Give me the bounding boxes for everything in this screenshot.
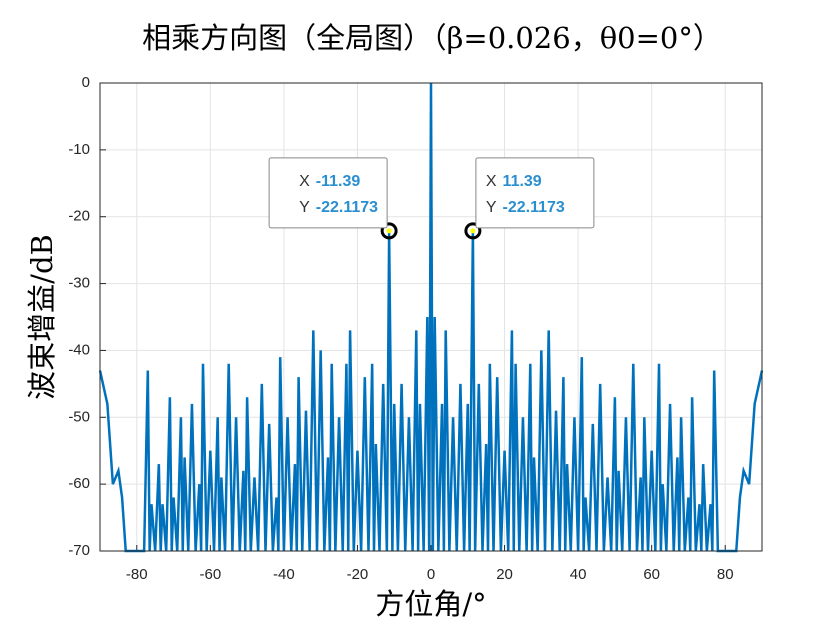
x-axis-label: 方位角/° xyxy=(375,587,486,621)
data-tip-label: Y xyxy=(486,199,497,216)
data-tip-text: X -11.39 xyxy=(299,173,360,190)
chart-title: 相乘方向图（全局图）（β=0.026，θ0=0°） xyxy=(142,21,722,55)
y-tick-label: -40 xyxy=(68,341,90,358)
y-tick-label: -60 xyxy=(68,475,90,492)
x-tick-label: -80 xyxy=(126,566,148,583)
data-tip-label: Y xyxy=(299,199,310,216)
data-tip-text: X 11.39 xyxy=(486,173,542,190)
axes-box xyxy=(99,82,763,552)
x-tick-label: 20 xyxy=(496,566,513,583)
x-tick-label: 60 xyxy=(643,566,660,583)
data-tip-value: -22.1173 xyxy=(316,199,378,216)
data-tip-box xyxy=(475,157,595,229)
x-tick-label: -60 xyxy=(199,566,221,583)
x-tick-label: -40 xyxy=(273,566,295,583)
data-tip-dot xyxy=(470,228,476,234)
y-tick-label: -50 xyxy=(68,408,90,425)
y-tick-label: -30 xyxy=(68,275,90,292)
data-tip-box xyxy=(268,157,388,229)
data-tip-value: 11.39 xyxy=(503,173,542,190)
data-tip-value: -22.1173 xyxy=(503,199,565,216)
data-tip-label: X xyxy=(486,173,497,190)
x-tick-label: -20 xyxy=(347,566,369,583)
y-tick-label: 0 xyxy=(82,74,90,91)
y-axis-label: 波束增益/dB xyxy=(25,234,59,400)
x-tick-label: 80 xyxy=(717,566,734,583)
data-tip-marker xyxy=(464,222,482,240)
data-tip-text: Y -22.1173 xyxy=(486,199,565,216)
data-tip-value: -11.39 xyxy=(316,173,361,190)
data-tip-text: Y -22.1173 xyxy=(299,199,378,216)
x-tick-label: 40 xyxy=(570,566,587,583)
data-tip-marker xyxy=(380,222,398,240)
y-tick-label: -70 xyxy=(68,542,90,559)
data-tip-label: X xyxy=(299,173,310,190)
x-tick-label: 0 xyxy=(427,566,435,583)
y-tick-label: -10 xyxy=(68,141,90,158)
y-tick-label: -20 xyxy=(68,208,90,225)
data-tip-dot xyxy=(386,228,392,234)
